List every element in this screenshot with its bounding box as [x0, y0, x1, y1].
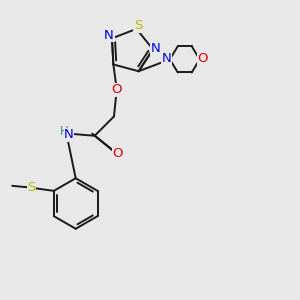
Text: N: N [64, 128, 74, 141]
Text: O: O [112, 147, 123, 160]
Text: N: N [104, 29, 114, 42]
Text: N: N [162, 52, 172, 65]
Text: O: O [111, 83, 122, 96]
Text: S: S [27, 181, 36, 194]
Text: O: O [197, 52, 208, 65]
Text: H: H [60, 124, 68, 137]
Text: N: N [151, 42, 161, 55]
Text: S: S [134, 20, 142, 32]
